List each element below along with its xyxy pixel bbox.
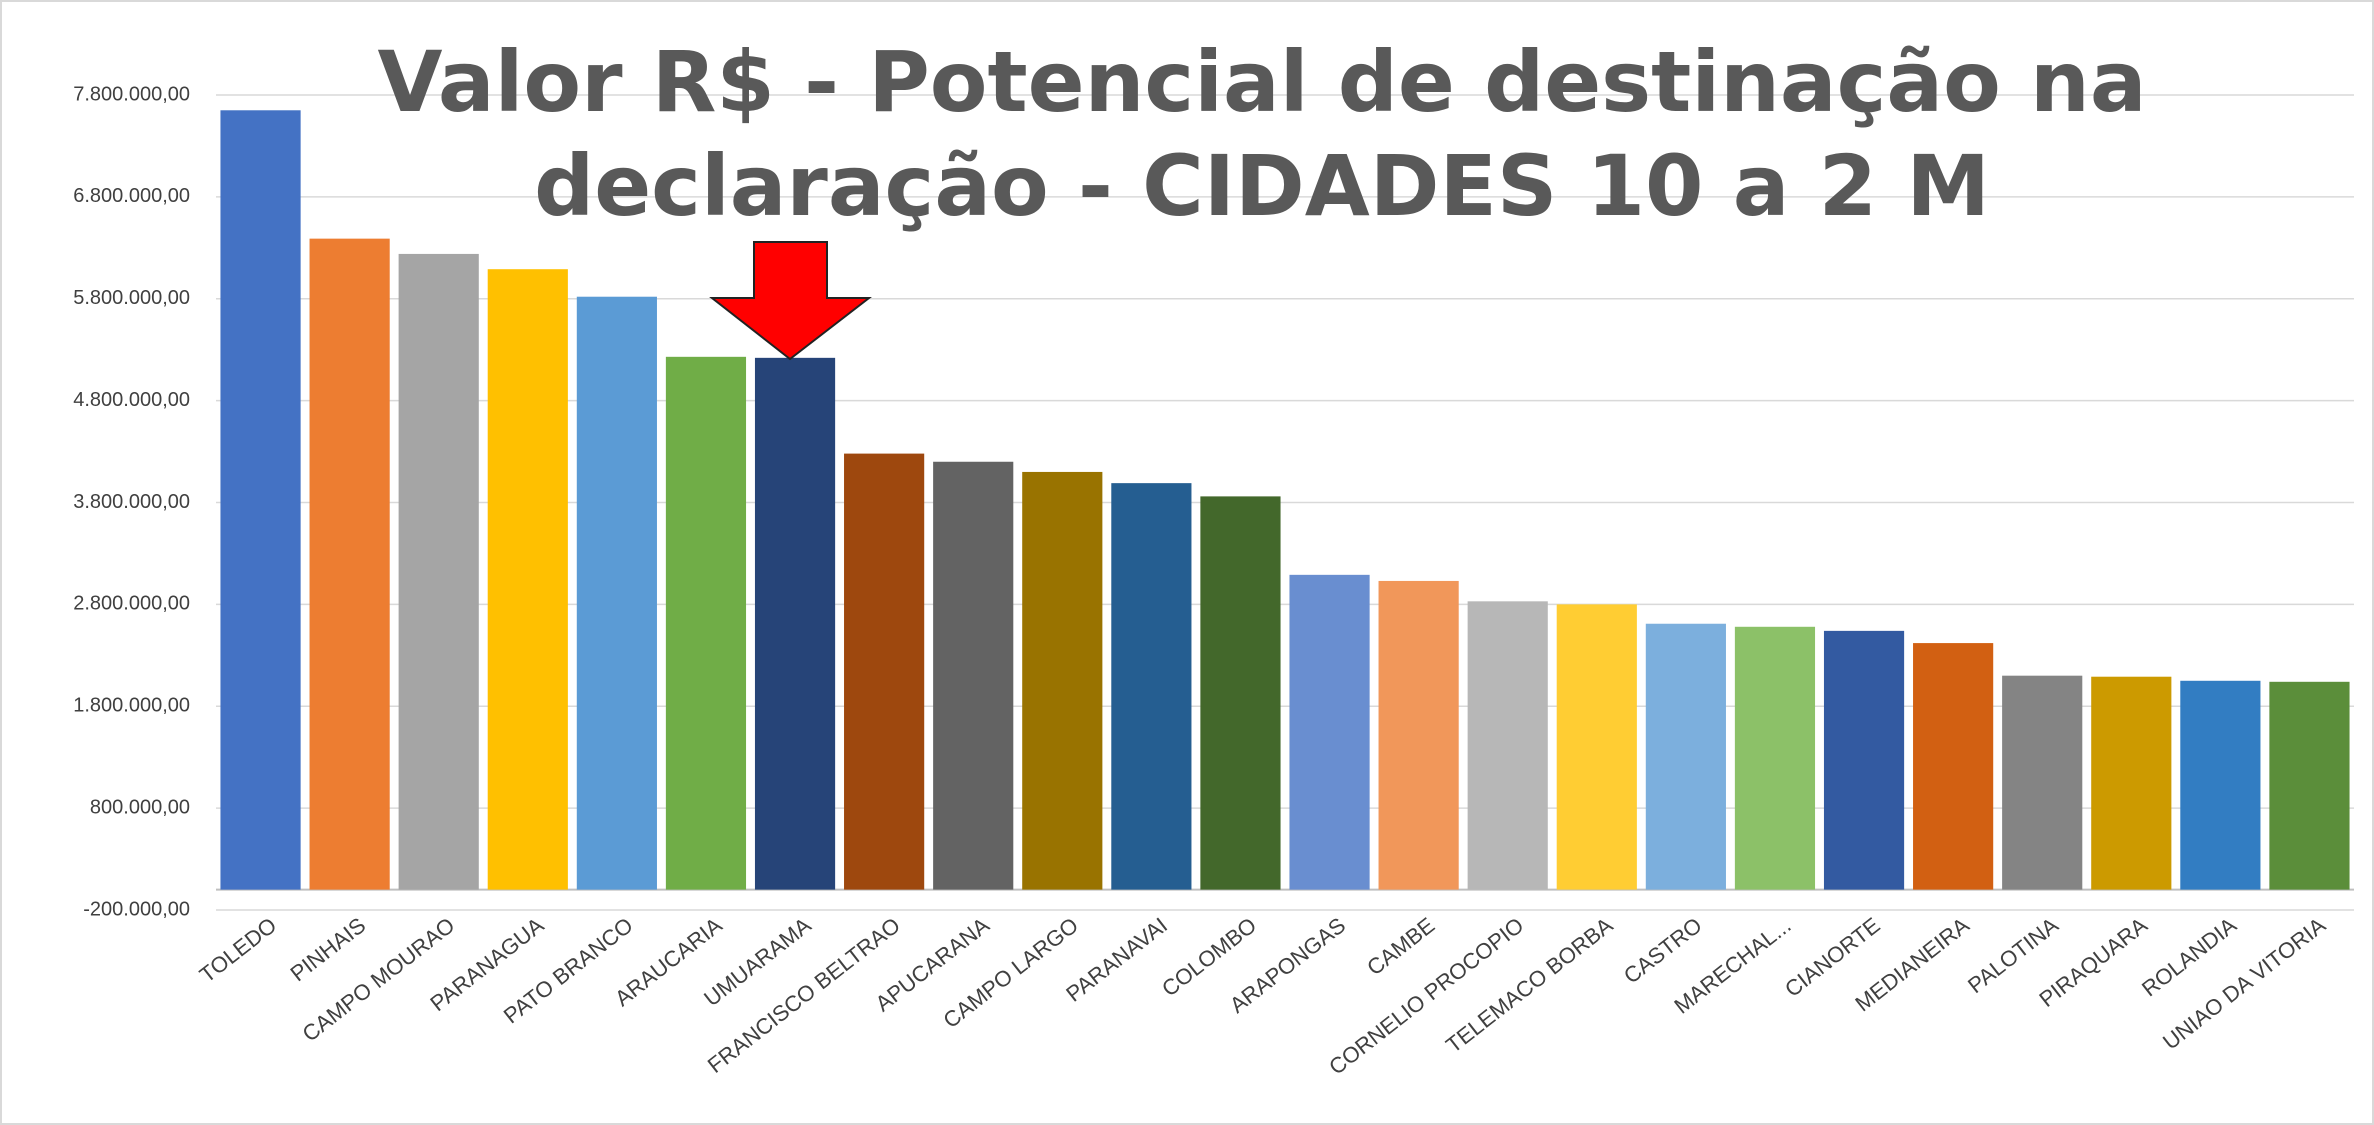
bar xyxy=(398,253,479,890)
chart-title: declaração - CIDADES 10 a 2 M xyxy=(534,137,1990,235)
bar xyxy=(1823,630,1905,890)
bar xyxy=(2269,681,2350,890)
bar xyxy=(2091,676,2172,890)
y-tick-label: 5.800.000,00 xyxy=(73,287,190,309)
y-tick-label: -200.000,00 xyxy=(83,898,190,920)
bar xyxy=(576,296,657,890)
bar xyxy=(933,461,1014,890)
bar xyxy=(1467,601,1548,890)
bar xyxy=(487,269,568,890)
bar xyxy=(1734,626,1816,890)
grid: -200.000,00 800.000,00 1.800.000,00 2.800.0… xyxy=(73,83,2354,920)
bar xyxy=(1645,623,1726,890)
y-tick-label: 1.800.000,00 xyxy=(73,695,190,717)
y-tick-label: 2.800.000,00 xyxy=(73,593,190,615)
bar xyxy=(1556,604,1637,890)
arrow-annotation xyxy=(709,241,872,361)
bar xyxy=(220,110,301,890)
y-tick-label: 4.800.000,00 xyxy=(73,389,190,411)
bar xyxy=(1111,483,1192,890)
bar xyxy=(754,357,836,890)
bar xyxy=(1200,496,1281,890)
bar xyxy=(665,356,747,890)
bar xyxy=(2002,675,2083,890)
y-tick-label: 3.800.000,00 xyxy=(73,491,190,513)
bar xyxy=(1378,580,1459,890)
chart-title: Valor R$ - Potencial de destinação na xyxy=(377,33,2146,131)
bar xyxy=(2180,680,2261,890)
bar xyxy=(1913,643,1994,890)
bar xyxy=(1022,471,1103,890)
y-tick-label: 800.000,00 xyxy=(90,796,190,818)
y-tick-label: 7.800.000,00 xyxy=(73,83,190,105)
bar xyxy=(1289,574,1370,890)
y-tick-label: 6.800.000,00 xyxy=(73,185,190,207)
bar xyxy=(844,453,925,890)
bar xyxy=(309,238,390,890)
bars xyxy=(220,110,2350,890)
